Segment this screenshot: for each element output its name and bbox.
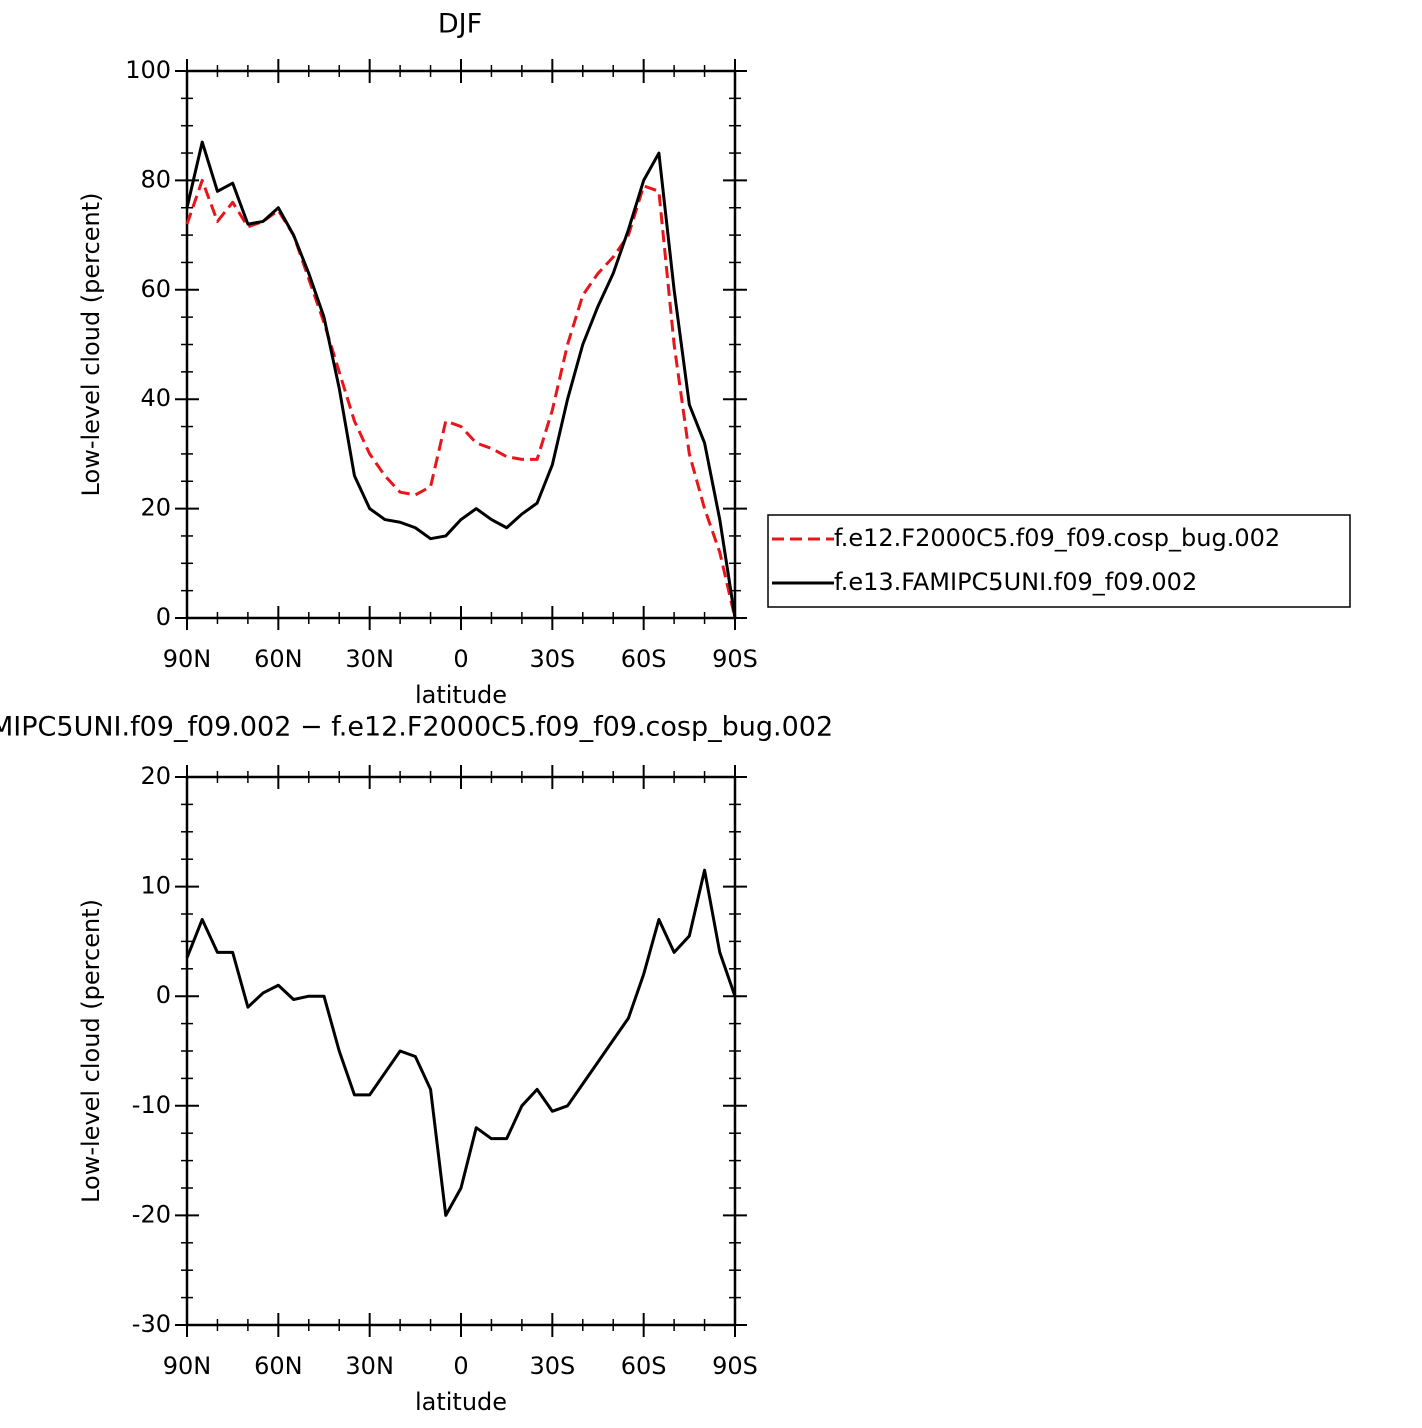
x-tick-label: 0 [453,1352,468,1380]
y-tick-label: -20 [132,1200,171,1228]
x-tick-label: 30N [345,1352,394,1380]
y-tick-label: 60 [140,275,171,303]
y-axis-label: Low-level cloud (percent) [77,193,105,497]
legend-box [767,514,1351,608]
y-tick-label: 0 [156,603,171,631]
x-tick-label: 90N [163,1352,212,1380]
y-tick-label: -30 [132,1310,171,1338]
x-tick-label: 90S [712,1352,758,1380]
x-tick-label: 60S [621,1352,667,1380]
chart-title: DJF [438,9,482,40]
y-axis-label: Low-level cloud (percent) [77,899,105,1203]
plot-frame [185,775,737,1327]
x-tick-label: 30S [529,1352,575,1380]
x-tick-label: 60N [254,1352,303,1380]
y-tick-label: 40 [140,384,171,412]
x-tick-label: 30S [529,645,575,673]
chart-title: MIPC5UNI.f09_f09.002 − f.e12.F2000C5.f09… [0,712,833,743]
x-tick-label: 60N [254,645,303,673]
legend-label: f.e13.FAMIPC5UNI.f09_f09.002 [834,568,1197,596]
y-tick-label: 20 [140,762,171,790]
x-tick-label: 60S [621,645,667,673]
x-tick-label: 90N [163,645,212,673]
data-line [185,140,737,619]
x-tick-label: 0 [453,645,468,673]
y-tick-label: 10 [140,872,171,900]
x-tick-label: 30N [345,645,394,673]
y-tick-label: 100 [125,56,171,84]
x-axis-label: latitude [415,681,507,709]
data-line [185,868,737,1217]
legend-label: f.e12.F2000C5.f09_f09.cosp_bug.002 [834,524,1280,552]
y-tick-label: 80 [140,165,171,193]
plot-frame [185,69,737,620]
y-tick-label: 0 [156,981,171,1009]
y-tick-label: -10 [132,1091,171,1119]
x-axis-label: latitude [415,1388,507,1416]
x-tick-label: 90S [712,645,758,673]
y-tick-label: 20 [140,494,171,522]
data-line [185,178,737,619]
